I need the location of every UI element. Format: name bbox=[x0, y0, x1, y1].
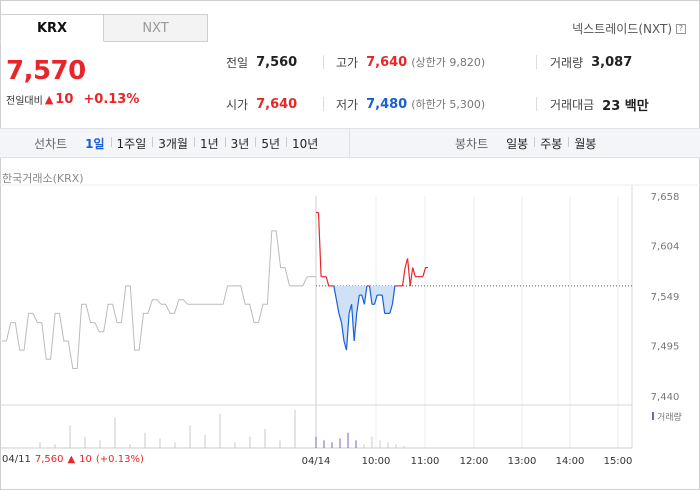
stat-label: 전일 bbox=[226, 55, 249, 70]
stat-value: 7,640 bbox=[366, 54, 408, 70]
period-3m[interactable]: 3개월 bbox=[152, 135, 194, 152]
stat-value: 3,087 bbox=[591, 54, 633, 70]
stat-label: 저가 bbox=[336, 97, 359, 112]
x-tick-label: 13:00 bbox=[508, 456, 537, 467]
today-line-segment bbox=[407, 258, 411, 286]
today-line-segment bbox=[391, 285, 396, 305]
stat-sub: (하한가 5,300) bbox=[411, 98, 486, 111]
today-line-segment bbox=[325, 276, 330, 287]
today-line-segment bbox=[368, 285, 373, 305]
x-tick-label: 11:00 bbox=[411, 456, 440, 467]
stat-value: 7,480 bbox=[366, 96, 408, 112]
today-line-segment bbox=[389, 304, 393, 314]
line-chart-group: 선차트 1일 1주일 3개월 1년 3년 5년 10년 bbox=[34, 129, 324, 157]
stat-label: 거래대금 bbox=[550, 97, 595, 112]
nextrade-label: 넥스트레이드(NXT) bbox=[572, 22, 672, 36]
today-line-segment bbox=[412, 267, 416, 277]
today-line-segment bbox=[338, 313, 343, 323]
stat-high: 고가 7,640 (상한가 9,820) bbox=[336, 52, 485, 72]
candle-chart-label: 봉차트 bbox=[455, 136, 489, 151]
price-change: 전일대비 ▲ 10 +0.13% bbox=[6, 92, 139, 107]
volume-legend-swatch bbox=[652, 412, 654, 420]
period-1w[interactable]: 1주일 bbox=[110, 135, 153, 152]
period-3y[interactable]: 3년 bbox=[224, 135, 256, 152]
stat-value: 7,640 bbox=[256, 96, 298, 112]
divider bbox=[323, 55, 324, 69]
stat-amount: 거래대금 23 백만 bbox=[550, 94, 649, 114]
divider bbox=[536, 97, 537, 111]
divider bbox=[349, 129, 350, 157]
stat-value: 7,560 bbox=[256, 54, 298, 70]
y-tick-label: 7,604 bbox=[651, 242, 680, 253]
up-arrow-icon: ▲ bbox=[67, 454, 76, 465]
today-line-segment bbox=[353, 313, 358, 342]
y-tick-label: 7,495 bbox=[651, 342, 680, 353]
today-line-segment bbox=[356, 295, 360, 314]
footer-price-info: 04/11 7,560 ▲ 10 (+0.13%) bbox=[2, 454, 144, 465]
today-line-segment bbox=[335, 299, 340, 314]
footer-date: 04/11 bbox=[2, 454, 31, 465]
today-line-segment bbox=[373, 294, 378, 305]
up-arrow-icon: ▲ bbox=[44, 93, 54, 106]
stat-label: 시가 bbox=[226, 97, 249, 112]
previous-day-line bbox=[2, 230, 316, 369]
today-line-segment bbox=[422, 267, 427, 277]
stat-open: 시가 7,640 bbox=[226, 94, 297, 114]
help-icon[interactable]: ? bbox=[676, 23, 686, 34]
x-tick-label: 15:00 bbox=[604, 456, 633, 467]
x-tick-label: 10:00 bbox=[362, 456, 391, 467]
today-line-segment bbox=[409, 267, 414, 286]
x-tick-label: 04/14 bbox=[302, 456, 331, 467]
period-5y[interactable]: 5년 bbox=[255, 135, 286, 152]
today-line-segment bbox=[363, 285, 368, 305]
period-1y[interactable]: 1년 bbox=[193, 135, 225, 152]
chart-period-bar: 선차트 1일 1주일 3개월 1년 3년 5년 10년 봉차트 일봉 주봉 월봉 bbox=[0, 128, 700, 158]
stat-value: 23 백만 bbox=[602, 98, 649, 114]
divider bbox=[323, 97, 324, 111]
candle-chart-group: 봉차트 일봉 주봉 월봉 bbox=[455, 129, 602, 157]
candle-daily[interactable]: 일봉 bbox=[506, 136, 529, 151]
today-line-segment bbox=[317, 212, 322, 277]
change-value: 10 bbox=[55, 92, 74, 107]
volume-legend-label: 거래량 bbox=[657, 411, 682, 423]
change-label: 전일대비 bbox=[6, 96, 43, 107]
today-line-segment bbox=[401, 267, 406, 286]
nextrade-link[interactable]: 넥스트레이드(NXT) ? bbox=[572, 20, 686, 37]
today-line-segment bbox=[361, 294, 365, 305]
stat-prev-close: 전일 7,560 bbox=[226, 52, 297, 72]
stat-low: 저가 7,480 (하한가 5,300) bbox=[336, 94, 485, 114]
stat-volume: 거래량 3,087 bbox=[550, 52, 632, 72]
candle-weekly[interactable]: 주봉 bbox=[534, 135, 568, 152]
market-tabs: KRX NXT bbox=[0, 14, 208, 42]
exchange-label: 한국거래소(KRX) bbox=[2, 172, 84, 185]
price-stats: 전일 7,560 고가 7,640 (상한가 9,820) 거래량 3,087 … bbox=[210, 52, 690, 120]
x-tick-label: 12:00 bbox=[460, 456, 489, 467]
y-tick-label: 7,440 bbox=[651, 392, 680, 403]
stat-label: 거래량 bbox=[550, 55, 584, 70]
y-tick-label: 7,549 bbox=[651, 292, 680, 303]
today-line-segment bbox=[340, 322, 345, 342]
y-tick-label: 7,658 bbox=[651, 192, 680, 203]
line-chart-label: 선차트 bbox=[34, 136, 68, 151]
below-close-area bbox=[316, 285, 428, 351]
period-10y[interactable]: 10년 bbox=[286, 135, 324, 152]
candle-monthly[interactable]: 월봉 bbox=[568, 135, 602, 152]
tab-nxt[interactable]: NXT bbox=[104, 14, 208, 42]
today-line-segment bbox=[333, 285, 337, 300]
today-line-segment bbox=[381, 295, 386, 314]
x-tick-label: 14:00 bbox=[556, 456, 585, 467]
stat-sub: (상한가 9,820) bbox=[411, 56, 486, 69]
period-1d[interactable]: 1일 bbox=[85, 136, 105, 151]
stat-label: 고가 bbox=[336, 55, 359, 70]
footer-price: 7,560 bbox=[34, 454, 64, 465]
change-percent: +0.13% bbox=[83, 92, 140, 107]
today-line-segment bbox=[351, 304, 355, 342]
footer-pct: (+0.13%) bbox=[95, 454, 144, 465]
footer-change: 10 bbox=[79, 454, 92, 465]
tab-krx[interactable]: KRX bbox=[0, 14, 104, 42]
divider bbox=[536, 55, 537, 69]
current-price: 7,570 bbox=[6, 56, 86, 86]
today-line-segment bbox=[345, 313, 350, 351]
